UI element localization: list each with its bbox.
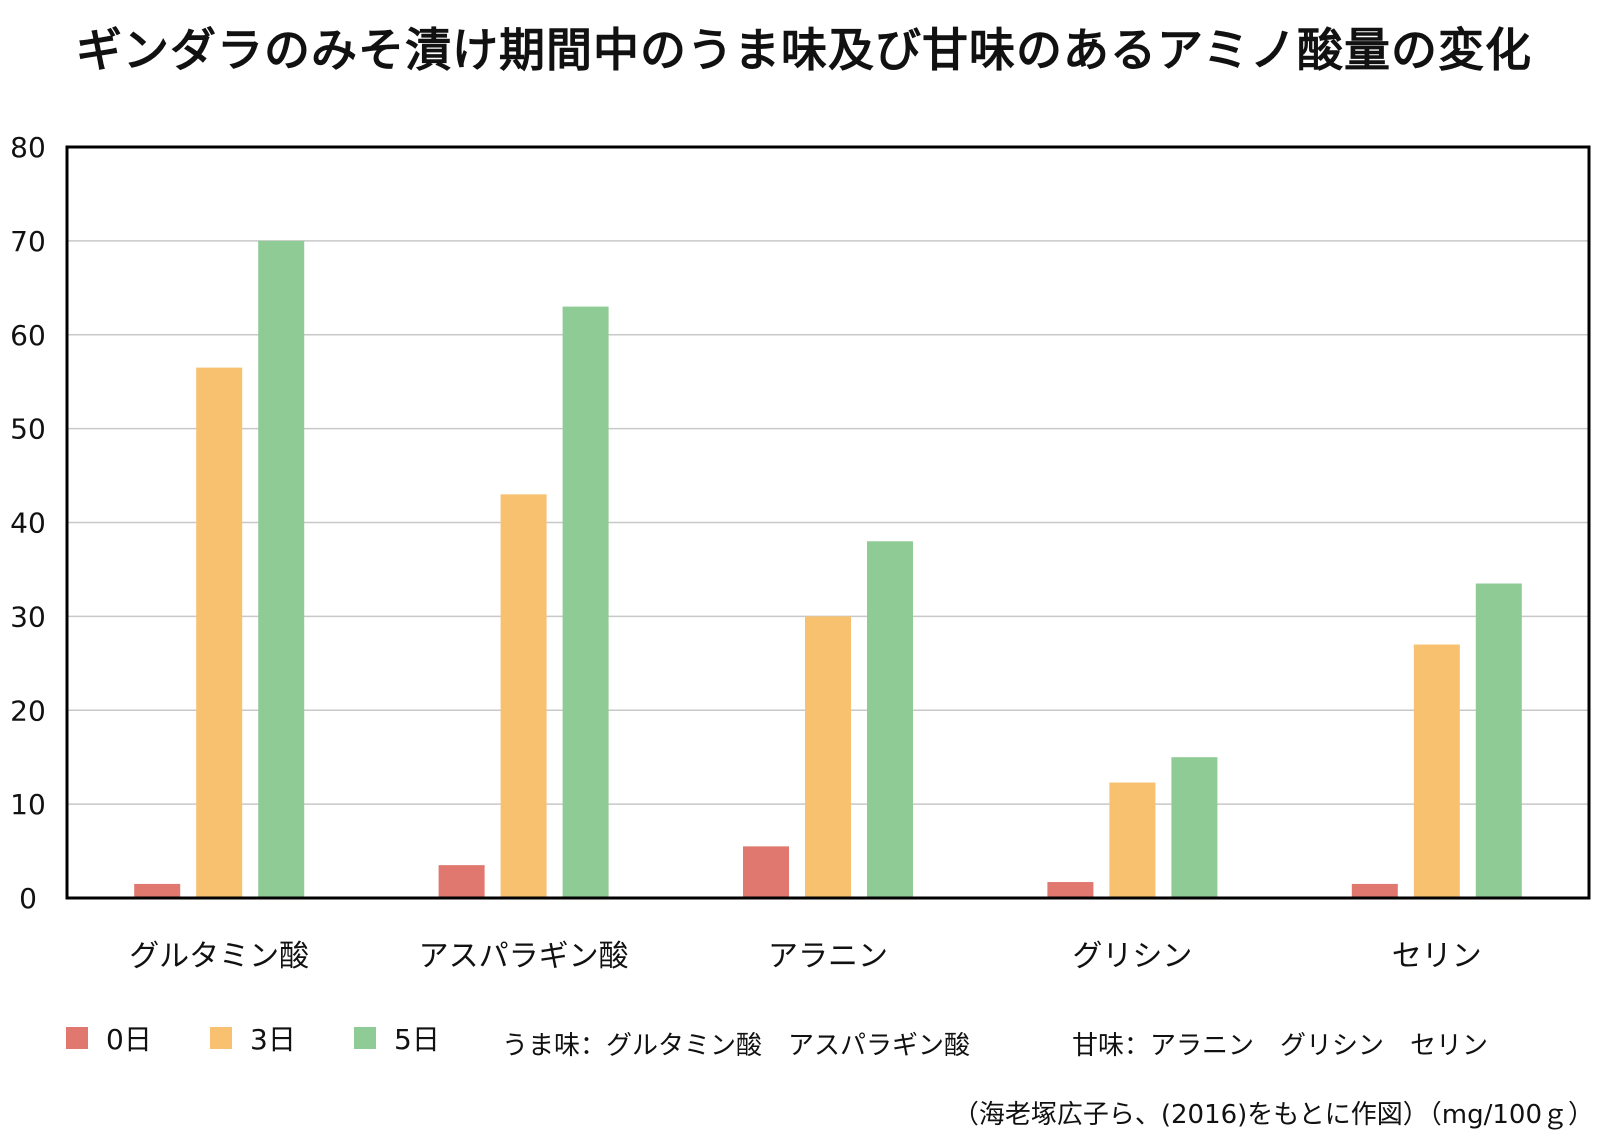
bar-2-3	[1171, 757, 1218, 898]
y-tick-label: 10	[10, 788, 46, 821]
legend-label-0: 0日	[106, 1023, 152, 1056]
legend-item-1: 3日	[210, 1018, 296, 1058]
bar-1-0	[196, 367, 243, 898]
legend-label-2: 5日	[394, 1023, 440, 1056]
bar-2-2	[867, 541, 913, 898]
source-note: （海老塚広子ら、(2016)をもとに作図）（mg/100ｇ）	[952, 1100, 1594, 1130]
bar-0-0	[134, 883, 181, 898]
bars	[134, 240, 1522, 898]
bar-2-0	[258, 240, 305, 898]
y-tick-label: 70	[10, 225, 46, 258]
bar-0-3	[1047, 882, 1094, 898]
x-tick-label: グルタミン酸	[129, 939, 309, 974]
x-tick-label: セリン	[1392, 939, 1482, 974]
y-tick-label: 60	[10, 319, 46, 352]
legend-swatch-1	[210, 1027, 232, 1049]
y-tick-label: 30	[10, 600, 46, 633]
bar-2-1	[562, 306, 609, 898]
bar-2-4	[1475, 583, 1522, 898]
bar-1-3	[1109, 782, 1156, 898]
bar-1-4	[1413, 644, 1460, 898]
bar-1-1	[500, 494, 547, 898]
bar-1-2	[805, 616, 851, 898]
legend-item-2: 5日	[354, 1018, 440, 1058]
y-axis-ticks: 0 10 20 30 40 50 60 70 80	[10, 131, 46, 915]
bar-0-1	[438, 865, 485, 898]
plot-frame	[65, 145, 1591, 900]
x-tick-label: アラニン	[768, 939, 888, 974]
y-tick-label: 40	[10, 507, 46, 540]
umami-note: うま味：グルタミン酸 アスパラギン酸	[502, 1031, 971, 1061]
chart-title: ギンダラのみそ漬け期間中のうま味及び甘味のあるアミノ酸量の変化	[75, 23, 1533, 77]
x-tick-label: アスパラギン酸	[419, 939, 629, 974]
bar-0-4	[1351, 883, 1398, 898]
legend-swatch-0	[66, 1027, 88, 1049]
legend-swatch-2	[354, 1027, 376, 1049]
x-tick-label: グリシン	[1072, 939, 1192, 974]
y-tick-label: 50	[10, 413, 46, 446]
y-tick-label: 0	[19, 882, 37, 915]
bar-0-2	[743, 846, 789, 898]
legend-label-1: 3日	[250, 1023, 296, 1056]
legend-item-0: 0日	[66, 1018, 152, 1058]
y-tick-label: 80	[10, 131, 46, 164]
y-tick-label: 20	[10, 694, 46, 727]
sweet-note: 甘味：アラニン グリシン セリン	[1072, 1031, 1489, 1061]
x-axis-labels: グルタミン酸 アスパラギン酸 アラニン グリシン セリン	[129, 939, 1482, 974]
